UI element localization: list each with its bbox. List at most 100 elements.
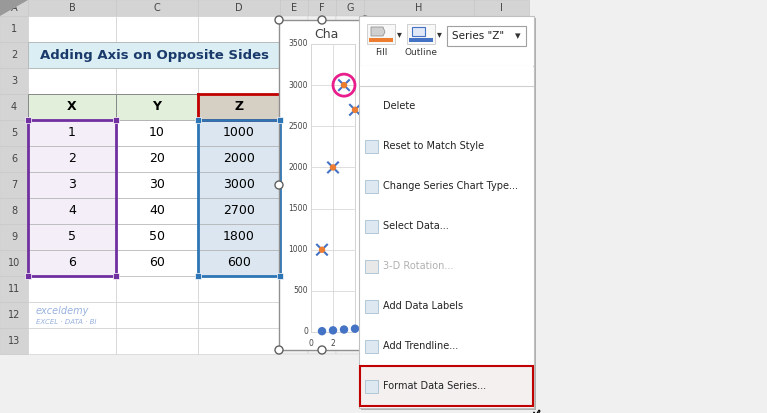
- Bar: [279, 20, 365, 350]
- Text: G: G: [346, 3, 354, 13]
- Bar: [0, 198, 28, 224]
- Text: 3-D Rotation...: 3-D Rotation...: [383, 261, 453, 271]
- Bar: [308, 120, 336, 146]
- Bar: [280, 94, 308, 120]
- Bar: [365, 220, 378, 233]
- Text: 2000: 2000: [223, 152, 255, 166]
- Bar: [365, 180, 378, 193]
- Bar: [28, 42, 280, 68]
- Text: 50: 50: [149, 230, 165, 244]
- Bar: [336, 276, 364, 302]
- Text: Z: Z: [235, 100, 244, 114]
- Bar: [116, 250, 198, 276]
- Bar: [198, 120, 280, 146]
- Bar: [277, 273, 283, 279]
- Bar: [0, 120, 28, 146]
- Bar: [336, 120, 364, 146]
- Bar: [0, 302, 28, 328]
- Text: 10: 10: [8, 258, 20, 268]
- Text: Delete: Delete: [383, 101, 415, 111]
- Bar: [336, 250, 364, 276]
- Bar: [365, 260, 378, 273]
- Bar: [277, 117, 283, 123]
- Bar: [28, 94, 116, 120]
- Text: 2: 2: [331, 339, 335, 348]
- Bar: [280, 328, 308, 354]
- Bar: [198, 250, 280, 276]
- Bar: [308, 146, 336, 172]
- Bar: [0, 0, 280, 354]
- Polygon shape: [371, 27, 385, 36]
- Text: 40: 40: [149, 204, 165, 218]
- Bar: [198, 42, 280, 68]
- Circle shape: [331, 165, 335, 170]
- Bar: [308, 198, 336, 224]
- Bar: [0, 276, 28, 302]
- Bar: [116, 172, 198, 198]
- Bar: [198, 302, 280, 328]
- Bar: [311, 44, 355, 332]
- Circle shape: [275, 181, 283, 189]
- Bar: [336, 16, 364, 42]
- Bar: [280, 42, 308, 68]
- Bar: [198, 0, 280, 16]
- Circle shape: [363, 324, 370, 331]
- Text: 20: 20: [149, 152, 165, 166]
- Bar: [367, 24, 395, 44]
- Bar: [198, 172, 280, 198]
- Text: ▾: ▾: [397, 29, 402, 39]
- Bar: [308, 16, 336, 42]
- Bar: [116, 16, 198, 42]
- Text: 13: 13: [8, 336, 20, 346]
- Text: C: C: [153, 3, 160, 13]
- Text: 2500: 2500: [288, 122, 308, 131]
- Bar: [0, 172, 28, 198]
- Bar: [198, 224, 280, 250]
- Bar: [280, 276, 308, 302]
- Bar: [198, 16, 280, 42]
- Bar: [116, 68, 198, 94]
- Bar: [280, 16, 308, 42]
- Text: 30: 30: [149, 178, 165, 192]
- Text: EXCEL · DATA · BI: EXCEL · DATA · BI: [36, 319, 97, 325]
- Bar: [28, 302, 116, 328]
- Text: E: E: [291, 3, 297, 13]
- Text: 8: 8: [11, 206, 17, 216]
- Bar: [28, 328, 116, 354]
- Polygon shape: [412, 27, 425, 36]
- Text: Series "Z": Series "Z": [452, 31, 504, 41]
- Bar: [308, 276, 336, 302]
- Bar: [116, 302, 198, 328]
- Bar: [365, 380, 378, 393]
- Polygon shape: [532, 410, 540, 413]
- Text: 7: 7: [11, 180, 17, 190]
- Bar: [198, 198, 280, 224]
- Circle shape: [361, 16, 369, 24]
- Bar: [198, 224, 280, 250]
- Bar: [116, 120, 198, 146]
- Text: Add Data Labels: Add Data Labels: [383, 301, 463, 311]
- Bar: [25, 117, 31, 123]
- Text: 60: 60: [149, 256, 165, 270]
- Text: 6: 6: [11, 154, 17, 164]
- Bar: [336, 328, 364, 354]
- Bar: [198, 94, 280, 120]
- Bar: [28, 276, 116, 302]
- Bar: [280, 250, 308, 276]
- Circle shape: [318, 346, 326, 354]
- Text: 3: 3: [11, 76, 17, 86]
- Bar: [116, 146, 198, 172]
- Bar: [280, 0, 308, 16]
- Bar: [336, 0, 364, 16]
- Bar: [198, 276, 280, 302]
- Circle shape: [353, 107, 357, 112]
- Text: 5: 5: [11, 128, 17, 138]
- Text: 3000: 3000: [288, 81, 308, 90]
- Bar: [113, 273, 119, 279]
- Bar: [0, 68, 28, 94]
- Bar: [28, 172, 116, 198]
- Bar: [198, 120, 280, 146]
- Bar: [280, 302, 308, 328]
- Bar: [28, 172, 116, 198]
- Bar: [360, 366, 533, 406]
